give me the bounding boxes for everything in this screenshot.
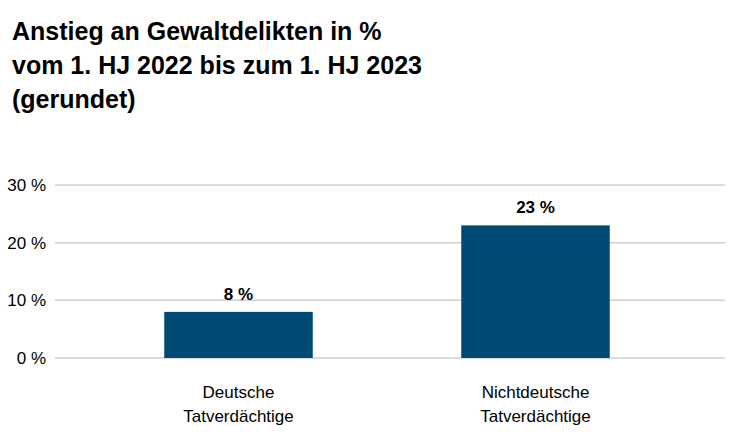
grid [55,185,725,358]
x-tick-label-line: Deutsche [203,383,275,402]
x-tick-label: Deutsche Tatverdächtige [183,383,294,426]
y-tick-label: 30 % [7,176,46,195]
grid-line [55,357,725,359]
x-tick-label-line: Tatverdächtige [480,407,591,426]
x-tick-label-line: Nichtdeutsche [482,383,590,402]
y-tick-label: 10 % [7,291,46,310]
y-tick-label: 20 % [7,234,46,253]
x-tick-label-line: Tatverdächtige [183,407,294,426]
data-label: 8 % [224,285,253,304]
data-label: 23 % [516,198,555,217]
chart-svg: Anstieg an Gewaltdelikten in % vom 1. HJ … [0,0,744,446]
bars [164,225,610,358]
chart-title-line: vom 1. HJ 2022 bis zum 1. HJ 2023 [12,51,422,79]
grid-line [55,242,725,244]
y-tick-label: 0 % [17,349,46,368]
grid-line [55,300,725,302]
chart-title-line: (gerundet) [12,85,136,113]
chart-title: Anstieg an Gewaltdelikten in % vom 1. HJ … [12,17,422,113]
bar [461,225,610,358]
chart-title-line: Anstieg an Gewaltdelikten in % [12,17,382,45]
chart-container: Anstieg an Gewaltdelikten in % vom 1. HJ … [0,0,744,446]
bar [164,312,313,358]
grid-line [55,184,725,186]
x-tick-label: Nichtdeutsche Tatverdächtige [480,383,591,426]
